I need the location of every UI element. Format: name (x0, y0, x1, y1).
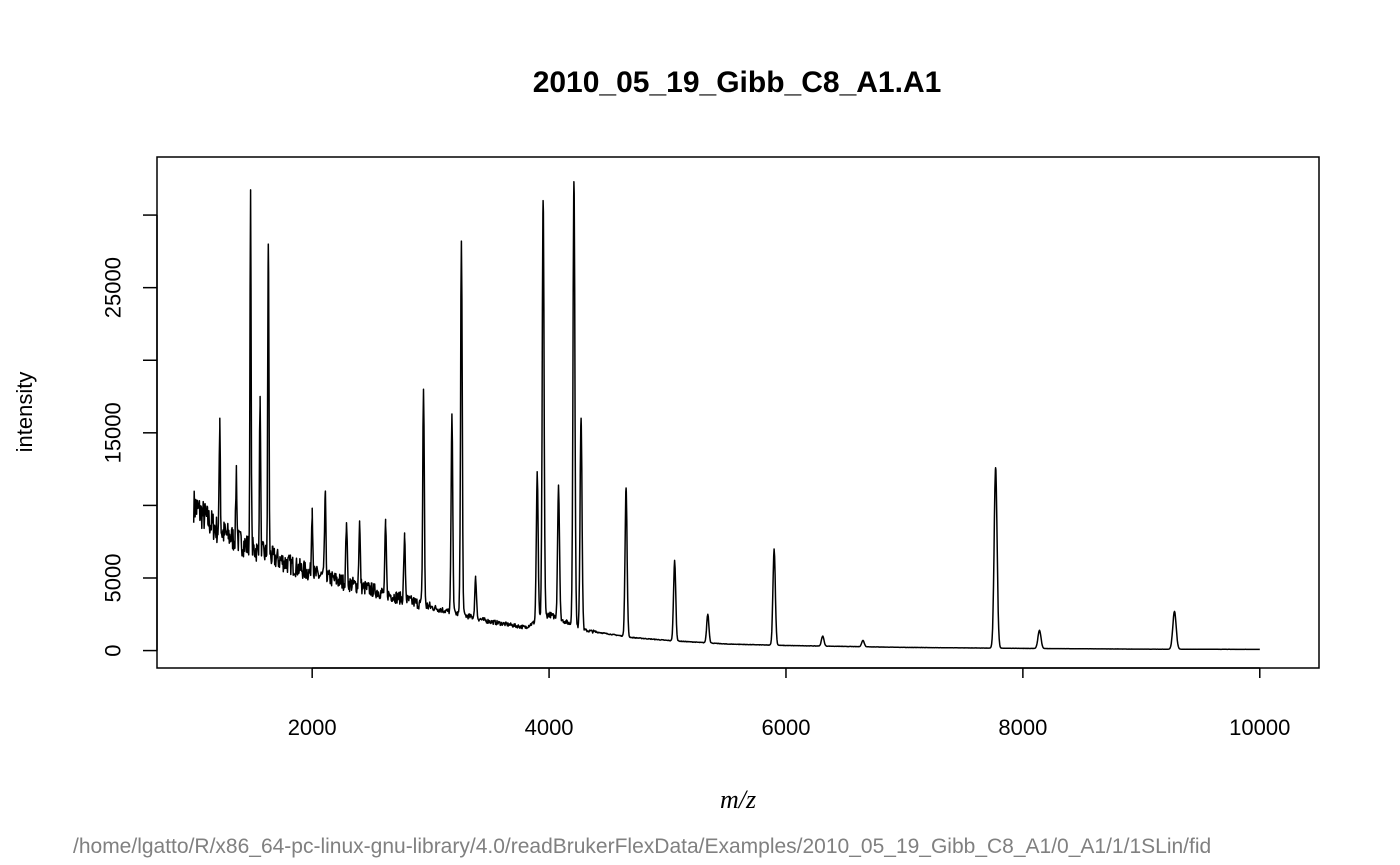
y-tick-label: 15000 (101, 402, 126, 463)
x-tick-label: 4000 (525, 715, 574, 740)
file-path-label: /home/lgatto/R/x86_64-pc-linux-gnu-libra… (73, 835, 1211, 858)
x-tick-label: 10000 (1229, 715, 1290, 740)
chart-title: 2010_05_19_Gibb_C8_A1.A1 (533, 66, 942, 99)
x-tick-label: 8000 (998, 715, 1047, 740)
spectrum-line (192, 180, 1261, 651)
x-axis-label: m/z (720, 785, 756, 814)
x-tick-label: 6000 (761, 715, 810, 740)
y-tick-label: 5000 (101, 554, 126, 603)
x-axis: 2000 4000 6000 8000 10000 (288, 667, 1290, 740)
y-axis-label: intensity (12, 372, 37, 453)
x-tick-label: 2000 (288, 715, 337, 740)
y-tick-label: 25000 (101, 257, 126, 318)
y-axis: 0 5000 15000 25000 (101, 214, 158, 657)
plot-frame (156, 156, 1320, 669)
y-tick-label: 0 (101, 644, 126, 656)
